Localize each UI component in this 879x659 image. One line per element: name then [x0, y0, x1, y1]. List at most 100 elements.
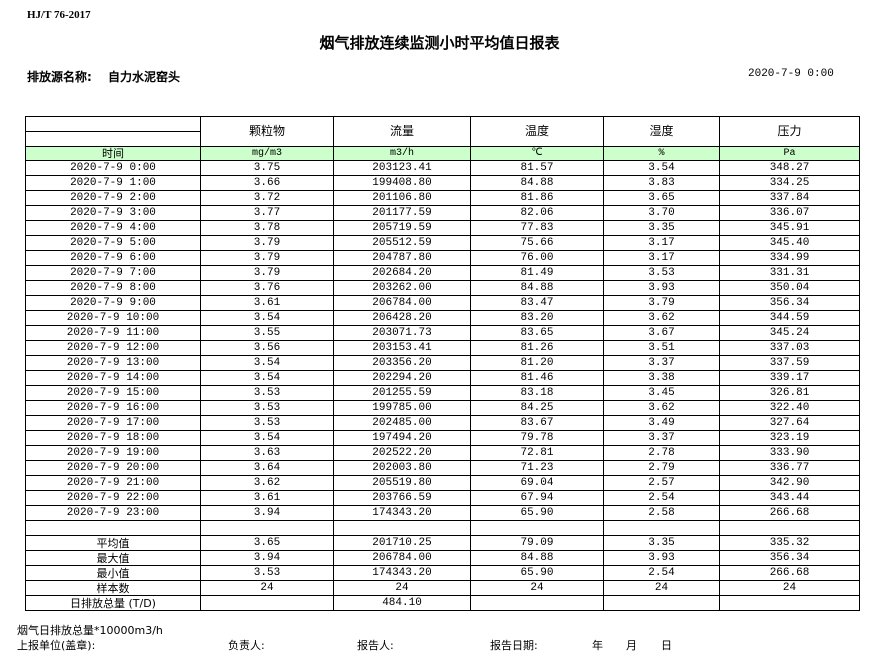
value-cell — [719, 595, 860, 611]
value-cell: 202522.20 — [333, 445, 471, 461]
time-cell: 2020-7-9 3:00 — [25, 205, 201, 221]
value-cell: 266.68 — [719, 505, 860, 521]
value-cell: 3.53 — [603, 265, 720, 281]
value-cell: 337.59 — [719, 355, 860, 371]
month-label: 月 — [626, 639, 637, 652]
page-title: 烟气排放连续监测小时平均值日报表 — [319, 34, 560, 52]
value-cell: 266.68 — [719, 565, 860, 581]
value-cell: 174343.20 — [333, 565, 471, 581]
value-cell: 3.75 — [200, 160, 334, 176]
reporter-label: 报告人: — [357, 639, 394, 652]
value-cell: 3.17 — [603, 235, 720, 251]
value-cell: 3.79 — [200, 265, 334, 281]
value-cell: 81.57 — [470, 160, 604, 176]
value-cell: 2.54 — [603, 565, 720, 581]
unit-cell: m3/h — [333, 146, 471, 161]
value-cell: 345.40 — [719, 235, 860, 251]
time-cell: 2020-7-9 23:00 — [25, 505, 201, 521]
time-cell: 2020-7-9 7:00 — [25, 265, 201, 281]
value-cell: 3.62 — [603, 310, 720, 326]
value-cell: 203766.59 — [333, 490, 471, 506]
table-row: 2020-7-9 19:00 3.63 202522.20 72.81 2.78 333.… — [25, 445, 860, 461]
time-header: 时间 — [25, 146, 201, 161]
value-cell: 83.65 — [470, 325, 604, 341]
value-cell: 334.25 — [719, 175, 860, 191]
value-cell: 3.45 — [603, 385, 720, 401]
table-row: 2020-7-9 21:00 3.62 205519.80 69.04 2.57 342.… — [25, 475, 860, 491]
value-cell: 199408.80 — [333, 175, 471, 191]
time-cell: 2020-7-9 10:00 — [25, 310, 201, 326]
value-cell: 203123.41 — [333, 160, 471, 176]
value-cell: 81.46 — [470, 370, 604, 386]
summary-label: 样本数 — [25, 580, 201, 596]
value-cell: 201106.80 — [333, 190, 471, 206]
value-cell: 3.54 — [200, 355, 334, 371]
value-cell: 84.88 — [470, 550, 604, 566]
value-cell: 205519.80 — [333, 475, 471, 491]
time-cell: 2020-7-9 2:00 — [25, 190, 201, 206]
value-cell: 3.35 — [603, 535, 720, 551]
time-cell: 2020-7-9 17:00 — [25, 415, 201, 431]
table-row: 2020-7-9 6:00 3.79 204787.80 76.00 3.17 334.9… — [25, 250, 860, 266]
value-cell: 3.38 — [603, 370, 720, 386]
value-cell: 77.83 — [470, 220, 604, 236]
value-cell: 84.25 — [470, 400, 604, 416]
table-row: 2020-7-9 17:00 3.53 202485.00 83.67 3.49 327.… — [25, 415, 860, 431]
table-row: 2020-7-9 0:00 3.75 203123.41 81.57 3.54 348.2… — [25, 160, 860, 176]
report-table: 颗粒物 流量 温度 湿度 压力 时间 mg/m3 m3/h ℃ % Pa 202… — [25, 116, 860, 611]
value-cell: 81.26 — [470, 340, 604, 356]
time-cell: 2020-7-9 4:00 — [25, 220, 201, 236]
table-row: 2020-7-9 20:00 3.64 202003.80 71.23 2.79 336.… — [25, 460, 860, 476]
value-cell: 3.77 — [200, 205, 334, 221]
column-header: 颗粒物 — [200, 116, 334, 147]
time-cell: 2020-7-9 5:00 — [25, 235, 201, 251]
table-row: 2020-7-9 5:00 3.79 205512.59 75.66 3.17 345.4… — [25, 235, 860, 251]
value-cell: 342.90 — [719, 475, 860, 491]
summary-row: 样本数 24 24 24 24 24 — [25, 580, 860, 596]
table-row: 2020-7-9 22:00 3.61 203766.59 67.94 2.54 343.… — [25, 490, 860, 506]
time-cell: 2020-7-9 13:00 — [25, 355, 201, 371]
time-cell — [25, 520, 201, 536]
table-row: 2020-7-9 9:00 3.61 206784.00 83.47 3.79 356.3… — [25, 295, 860, 311]
responsible-label: 负责人: — [228, 639, 265, 652]
value-cell — [603, 520, 720, 536]
value-cell: 3.67 — [603, 325, 720, 341]
value-cell: 3.53 — [200, 385, 334, 401]
value-cell: 24 — [470, 580, 604, 596]
table-row: 2020-7-9 10:00 3.54 206428.20 83.20 3.62 344.… — [25, 310, 860, 326]
value-cell: 65.90 — [470, 565, 604, 581]
value-cell: 67.94 — [470, 490, 604, 506]
reporting-unit-label: 上报单位(盖章): — [17, 639, 96, 652]
value-cell: 79.78 — [470, 430, 604, 446]
value-cell: 3.78 — [200, 220, 334, 236]
value-cell: 339.17 — [719, 370, 860, 386]
value-cell: 84.88 — [470, 175, 604, 191]
value-cell: 82.06 — [470, 205, 604, 221]
table-row: 2020-7-9 18:00 3.54 197494.20 79.78 3.37 323.… — [25, 430, 860, 446]
value-cell: 206428.20 — [333, 310, 471, 326]
value-cell: 3.53 — [200, 565, 334, 581]
value-cell: 484.10 — [333, 595, 471, 611]
value-cell: 65.90 — [470, 505, 604, 521]
value-cell: 3.53 — [200, 415, 334, 431]
day-label: 日 — [661, 639, 672, 652]
value-cell: 202684.20 — [333, 265, 471, 281]
table-row: 2020-7-9 1:00 3.66 199408.80 84.88 3.83 334.2… — [25, 175, 860, 191]
value-cell: 3.79 — [200, 235, 334, 251]
value-cell: 83.67 — [470, 415, 604, 431]
value-cell: 206784.00 — [333, 295, 471, 311]
unit-cell: Pa — [719, 146, 860, 161]
header-row: 颗粒物 流量 温度 湿度 压力 — [25, 116, 860, 147]
value-cell: 350.04 — [719, 280, 860, 296]
value-cell: 3.17 — [603, 250, 720, 266]
value-cell — [200, 595, 334, 611]
summary-label: 平均值 — [25, 535, 201, 551]
column-header: 温度 — [470, 116, 604, 147]
value-cell: 3.83 — [603, 175, 720, 191]
time-cell: 2020-7-9 6:00 — [25, 250, 201, 266]
time-cell: 2020-7-9 9:00 — [25, 295, 201, 311]
time-cell: 2020-7-9 14:00 — [25, 370, 201, 386]
value-cell: 203153.41 — [333, 340, 471, 356]
corner-cell — [25, 116, 201, 132]
value-cell: 81.20 — [470, 355, 604, 371]
